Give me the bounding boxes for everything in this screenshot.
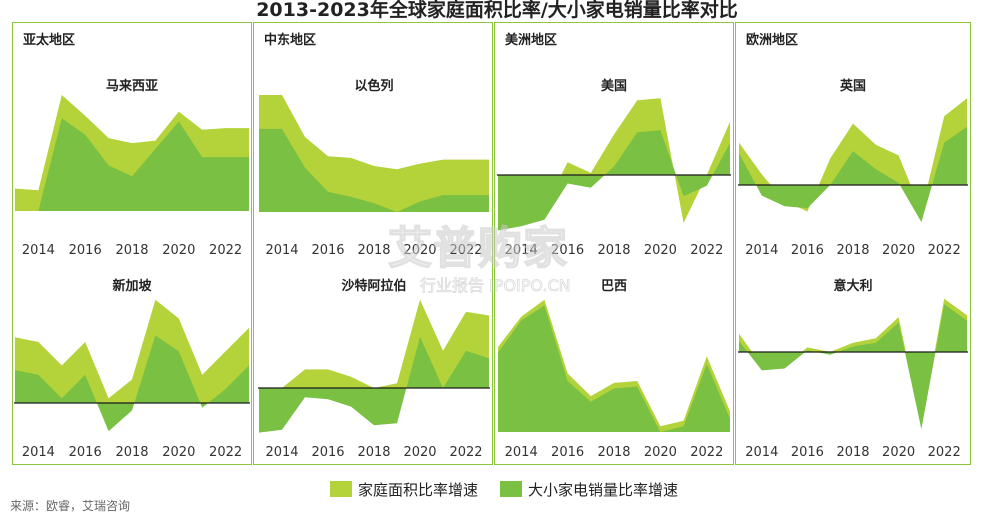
area-appliance-sales (739, 126, 967, 223)
x-tick-label: 2022 (209, 243, 242, 258)
x-tick-label: 2016 (69, 445, 102, 460)
area-appliance-sales (498, 130, 730, 231)
chart-title: 沙特阿拉伯 (341, 278, 406, 294)
x-tick-label: 2016 (551, 243, 584, 258)
region-europe: 欧洲地区 (735, 22, 971, 465)
source-note: 来源：欧睿，艾瑞咨询 (10, 499, 131, 513)
region-label: 欧洲地区 (746, 33, 799, 48)
x-tick-label: 2022 (928, 445, 961, 460)
x-tick-label: 2014 (745, 243, 778, 258)
x-tick-label: 2016 (551, 445, 584, 460)
x-tick-label: 2014 (22, 243, 55, 258)
area-household-area (498, 98, 730, 223)
x-tick-label: 2018 (597, 445, 630, 460)
x-tick-label: 2018 (836, 243, 869, 258)
x-tick-label: 2018 (836, 445, 869, 460)
region-americas: 美洲地区 (494, 22, 734, 465)
chart-usa: 美国 2014 2016 2018 2020 2022 (497, 78, 731, 258)
x-tick-label: 2016 (311, 243, 344, 258)
chart-uk: 英国 2014 2016 2018 2020 2022 (738, 78, 968, 258)
x-tick-label: 2014 (265, 243, 298, 258)
legend-label: 大小家电销量比率增速 (528, 480, 679, 499)
x-tick-label: 2014 (22, 445, 55, 460)
x-tick-label: 2018 (115, 445, 148, 460)
x-tick-label: 2020 (162, 445, 195, 460)
x-tick-label: 2018 (357, 445, 390, 460)
area-appliance-sales (15, 118, 249, 211)
legend: 家庭面积比率增速 大小家电销量比率增速 (330, 478, 700, 500)
x-tick-label: 2022 (449, 243, 482, 258)
chart-israel: 以色列 2014 2016 2018 2020 2022 (259, 78, 489, 258)
chart-title: 以色列 (354, 78, 393, 94)
region-label: 亚太地区 (23, 33, 76, 48)
x-tick-label: 2022 (690, 243, 723, 258)
chart-singapore: 新加坡 2014 2016 2018 2020 2022 (14, 278, 250, 460)
x-tick-label: 2016 (311, 445, 344, 460)
x-tick-label: 2020 (644, 243, 677, 258)
chart-title: 英国 (839, 78, 866, 94)
x-tick-label: 2020 (882, 445, 915, 460)
x-tick-label: 2018 (597, 243, 630, 258)
x-tick-label: 2018 (357, 243, 390, 258)
region-label: 美洲地区 (505, 33, 558, 48)
x-tick-label: 2016 (69, 243, 102, 258)
x-tick-label: 2014 (265, 445, 298, 460)
chart-italy: 意大利 2014 2016 2018 2020 2022 (738, 278, 968, 460)
x-tick-label: 2020 (162, 243, 195, 258)
x-tick-label: 2022 (928, 243, 961, 258)
area-appliance-sales (259, 336, 489, 433)
x-tick-label: 2014 (505, 445, 538, 460)
legend-swatch-appliance-sales (500, 481, 523, 497)
region-label: 中东地区 (264, 33, 317, 48)
chart-malaysia: 马来西亚 2014 2016 2018 2020 2022 (15, 78, 249, 258)
x-tick-label: 2022 (449, 445, 482, 460)
chart-brazil: 巴西 2014 2016 2018 2020 2022 (498, 279, 730, 460)
region-asia-pacific: 亚太地区 (12, 22, 252, 465)
x-tick-label: 2016 (791, 243, 824, 258)
x-tick-label: 2020 (644, 445, 677, 460)
legend-item-appliance-sales: 大小家电销量比率增速 (500, 479, 678, 500)
region-middle-east: 中东地区 (253, 22, 493, 465)
x-tick-label: 2020 (403, 243, 436, 258)
x-tick-label: 2018 (115, 243, 148, 258)
x-tick-label: 2020 (403, 445, 436, 460)
x-tick-label: 2022 (690, 445, 723, 460)
page-title: 2013-2023年全球家庭面积比率/大小家电销量比率对比 (256, 0, 738, 21)
x-tick-label: 2020 (882, 243, 915, 258)
legend-item-household-area: 家庭面积比率增速 (330, 479, 478, 500)
x-tick-label: 2014 (745, 445, 778, 460)
chart-title: 新加坡 (112, 278, 152, 294)
chart-saudi-arabia: 沙特阿拉伯 2014 2016 2018 2020 2022 (258, 278, 490, 460)
area-appliance-sales (739, 304, 967, 430)
chart-title: 马来西亚 (106, 78, 158, 94)
chart-title: 意大利 (833, 278, 872, 294)
legend-swatch-household-area (330, 481, 352, 497)
chart-title: 美国 (601, 78, 627, 94)
x-tick-label: 2022 (209, 445, 242, 460)
legend-label: 家庭面积比率增速 (358, 480, 479, 499)
area-household-area (15, 299, 249, 403)
area-appliance-sales (498, 305, 730, 432)
chart-title: 巴西 (601, 279, 627, 294)
x-tick-label: 2016 (791, 445, 824, 460)
area-appliance-sales (259, 128, 489, 212)
x-tick-label: 2014 (505, 243, 538, 258)
